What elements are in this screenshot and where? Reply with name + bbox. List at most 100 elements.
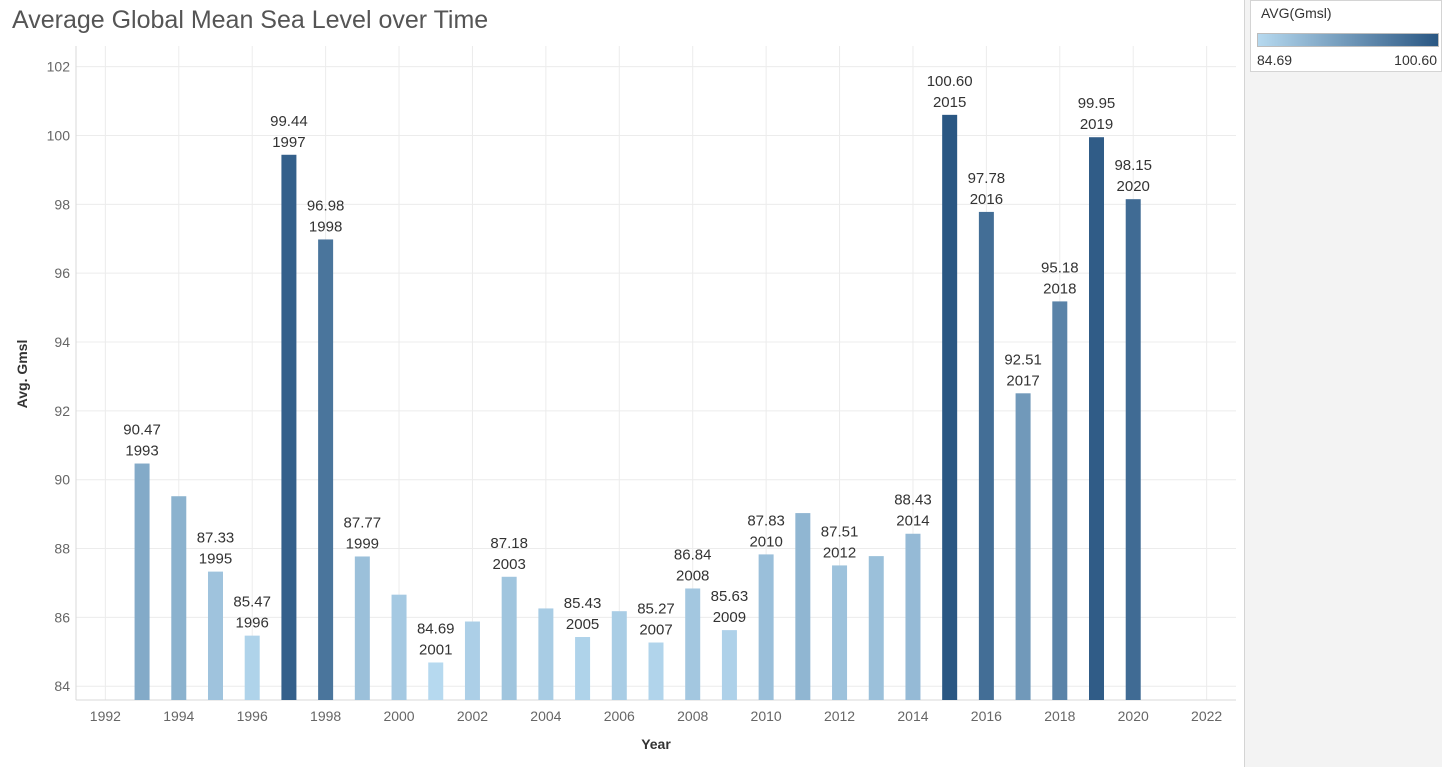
bar-2008[interactable]	[685, 588, 701, 700]
x-tick-label: 2014	[897, 708, 928, 724]
bar-2014[interactable]	[905, 533, 921, 700]
data-label-value-2001: 84.69	[417, 620, 455, 637]
side-panel	[1244, 0, 1442, 767]
bar-2005[interactable]	[575, 637, 591, 700]
data-label-value-2018: 95.18	[1041, 259, 1079, 276]
bar-2019[interactable]	[1089, 137, 1105, 700]
data-label-value-2008: 86.84	[674, 546, 712, 563]
data-label-year-1998: 1998	[309, 218, 342, 235]
y-tick-label: 84	[54, 678, 70, 694]
bar-2010[interactable]	[758, 554, 774, 700]
x-axis-label: Year	[641, 736, 671, 752]
data-label-value-1997: 99.44	[270, 113, 308, 130]
y-tick-label: 94	[54, 334, 70, 350]
bars-group	[134, 114, 1141, 701]
x-tick-label: 1998	[310, 708, 341, 724]
data-label-year-2001: 2001	[419, 641, 452, 658]
data-label-value-2014: 88.43	[894, 492, 932, 509]
data-label-year-2008: 2008	[676, 567, 709, 584]
bar-1999[interactable]	[354, 556, 370, 700]
data-label-year-2005: 2005	[566, 616, 599, 633]
bar-1996[interactable]	[244, 635, 260, 700]
bar-2009[interactable]	[721, 630, 737, 700]
bar-2000[interactable]	[391, 594, 407, 700]
legend-color-ramp	[1257, 33, 1439, 47]
bar-2020[interactable]	[1125, 199, 1141, 700]
data-label-year-1999: 1999	[346, 535, 379, 552]
legend-min-label: 84.69	[1257, 52, 1293, 68]
x-tick-label: 1994	[163, 708, 194, 724]
bar-2001[interactable]	[428, 662, 444, 700]
bar-2016[interactable]	[978, 211, 994, 700]
y-tick-label: 98	[54, 196, 70, 212]
data-label-year-1993: 1993	[125, 443, 158, 460]
color-legend[interactable]: AVG(Gmsl) 84.69 100.60	[1250, 0, 1442, 72]
y-tick-label: 102	[47, 59, 71, 75]
y-axis-label: Avg. Gmsl	[14, 340, 30, 409]
data-label-year-1995: 1995	[199, 551, 232, 568]
bar-2013[interactable]	[868, 556, 884, 700]
data-label-year-2017: 2017	[1006, 372, 1039, 389]
data-label-year-2014: 2014	[896, 513, 929, 530]
data-label-year-2016: 2016	[970, 191, 1003, 208]
bar-chart: 90.47 1993 87.33 1995 85.47 1996 99.44 1997 96.9…	[14, 46, 1236, 752]
bar-2017[interactable]	[1015, 393, 1031, 700]
bar-2007[interactable]	[648, 642, 664, 700]
y-tick-label: 88	[54, 541, 70, 557]
bar-2002[interactable]	[464, 621, 480, 700]
data-label-year-2009: 2009	[713, 609, 746, 626]
data-label-year-2018: 2018	[1043, 280, 1076, 297]
x-tick-label: 2018	[1044, 708, 1075, 724]
x-axis-ticks: 1992 1994 1996 1998 2000 2002 2004 2006 2008 2010…	[90, 708, 1223, 724]
data-label-value-2015: 100.60	[927, 73, 973, 90]
data-label-value-1993: 90.47	[123, 422, 161, 439]
data-label-year-1997: 1997	[272, 134, 305, 151]
data-label-year-2015: 2015	[933, 94, 966, 111]
bar-2012[interactable]	[832, 565, 848, 700]
bar-2006[interactable]	[611, 611, 627, 700]
x-tick-label: 2022	[1191, 708, 1222, 724]
bar-1998[interactable]	[318, 239, 334, 700]
y-tick-label: 90	[54, 472, 70, 488]
data-label-year-2019: 2019	[1080, 116, 1113, 133]
x-tick-label: 1992	[90, 708, 121, 724]
bar-2011[interactable]	[795, 513, 811, 700]
bar-1995[interactable]	[207, 571, 223, 700]
bar-1994[interactable]	[171, 496, 187, 700]
bar-1997[interactable]	[281, 154, 297, 701]
data-labels-group: 90.47 1993 87.33 1995 85.47 1996 99.44 1997 96.9…	[123, 73, 1152, 659]
data-label-value-2017: 92.51	[1004, 351, 1042, 368]
data-label-value-2007: 85.27	[637, 601, 675, 618]
x-tick-label: 2012	[824, 708, 855, 724]
x-tick-label: 2006	[604, 708, 635, 724]
data-label-year-2020: 2020	[1117, 178, 1150, 195]
x-tick-label: 2000	[383, 708, 414, 724]
bar-2004[interactable]	[538, 608, 554, 700]
x-tick-label: 2008	[677, 708, 708, 724]
x-tick-label: 2004	[530, 708, 561, 724]
y-axis-ticks: 84 86 88 90 92 94 96 98 100 102	[47, 59, 71, 695]
data-label-value-2012: 87.51	[821, 523, 859, 540]
bar-2018[interactable]	[1052, 301, 1068, 700]
x-tick-label: 2010	[751, 708, 782, 724]
data-label-value-2019: 99.95	[1078, 95, 1116, 112]
x-tick-label: 1996	[237, 708, 268, 724]
data-label-value-2016: 97.78	[968, 170, 1006, 187]
data-label-value-1999: 87.77	[344, 514, 382, 531]
data-label-year-2012: 2012	[823, 544, 856, 561]
x-tick-label: 2016	[971, 708, 1002, 724]
x-tick-label: 2002	[457, 708, 488, 724]
data-label-year-2003: 2003	[492, 556, 525, 573]
data-label-value-2005: 85.43	[564, 595, 602, 612]
x-tick-label: 2020	[1118, 708, 1149, 724]
chart-title: Average Global Mean Sea Level over Time	[12, 6, 489, 34]
data-label-year-1996: 1996	[236, 615, 269, 632]
data-label-value-2003: 87.18	[490, 535, 528, 552]
y-tick-label: 100	[47, 127, 71, 143]
bar-2003[interactable]	[501, 576, 517, 700]
data-label-year-2010: 2010	[749, 533, 782, 550]
bar-1993[interactable]	[134, 463, 150, 700]
legend-title: AVG(Gmsl)	[1261, 5, 1332, 21]
y-tick-label: 92	[54, 403, 70, 419]
bar-2015[interactable]	[942, 114, 958, 700]
